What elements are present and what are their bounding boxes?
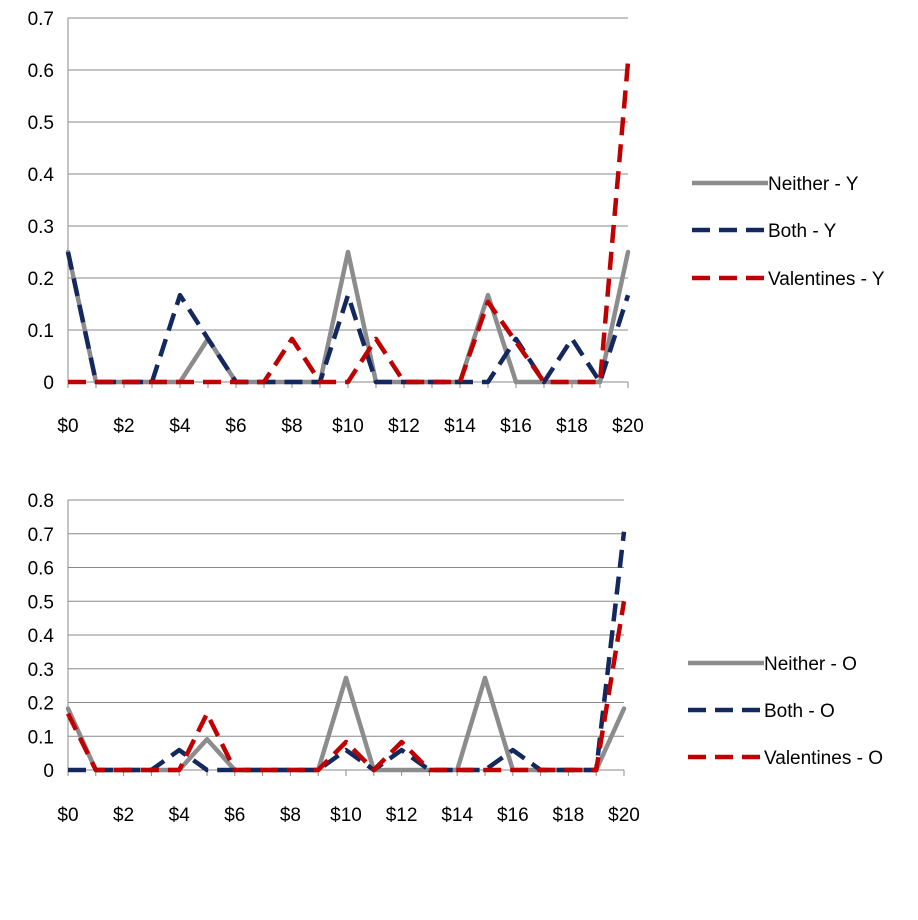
x-tick-label: $8 [280,805,301,826]
y-tick-label: 0.4 [28,626,55,647]
x-tick-label: $12 [388,416,420,437]
y-tick-label: 0.7 [28,9,54,30]
x-tick-label: $10 [330,805,362,826]
x-tick-label: $0 [57,416,78,437]
y-tick-label: 0.4 [28,165,55,186]
y-tick-label: 0.8 [28,491,54,512]
y-tick-label: 0.2 [28,269,54,290]
series-line-2 [65,251,631,385]
x-tick-label: $2 [113,416,134,437]
x-tick-label: $6 [225,416,246,437]
x-tick-label: $16 [500,416,532,437]
y-tick-label: 0.1 [28,321,54,342]
y-tick-label: 0.6 [28,61,54,82]
chart-2: 0 0.1 0.2 0.3 0.4 0.5 0.6 0.7 0.8 $0 $2 $4 $6 $8 $10 $1… [28,491,883,826]
legend-label-1: Neither - O [764,654,857,675]
y-tick-label: 0 [43,761,54,782]
x-tick-label: $14 [444,416,476,437]
x-tick-label: $20 [608,805,640,826]
x-tick-label: $8 [281,416,302,437]
series-line-3 [65,600,627,773]
series-line-1 [65,675,627,773]
x-tick-label: $10 [332,416,364,437]
legend-label-1: Neither - Y [768,174,859,195]
x-tick-label: $18 [553,805,585,826]
x-tick-label: $18 [556,416,588,437]
y-tick-label: 0.5 [28,113,54,134]
x-tick-label: $16 [497,805,529,826]
x-tick-label: $2 [113,805,134,826]
legend-label-3: Valentines - O [764,748,883,769]
series-line-2 [68,531,627,773]
series-line-1 [65,249,631,385]
series-line-3 [68,62,631,385]
y-tick-label: 0.2 [28,694,54,715]
y-tick-label: 0.3 [28,660,54,681]
y-tick-label: 0 [43,373,54,394]
x-tick-label: $20 [612,416,644,437]
legend-label-2: Both - Y [768,221,837,242]
x-tick-label: $14 [441,805,473,826]
y-tick-label: 0.3 [28,217,54,238]
x-tick-label: $4 [169,416,191,437]
y-tick-label: 0.1 [28,727,54,748]
x-tick-label: $6 [224,805,245,826]
legend-label-3: Valentines - Y [768,269,885,290]
chart-1: 0 0.1 0.2 0.3 0.4 0.5 0.6 0.7 $0 $2 $4 $6 $8 $10 $12 $1… [28,9,885,437]
x-tick-label: $12 [386,805,418,826]
x-tick-label: $4 [169,805,191,826]
x-tick-label: $0 [57,805,78,826]
y-tick-label: 0.7 [28,525,54,546]
y-tick-label: 0.6 [28,559,54,580]
y-tick-label: 0.5 [28,592,54,613]
legend-label-2: Both - O [764,701,835,722]
